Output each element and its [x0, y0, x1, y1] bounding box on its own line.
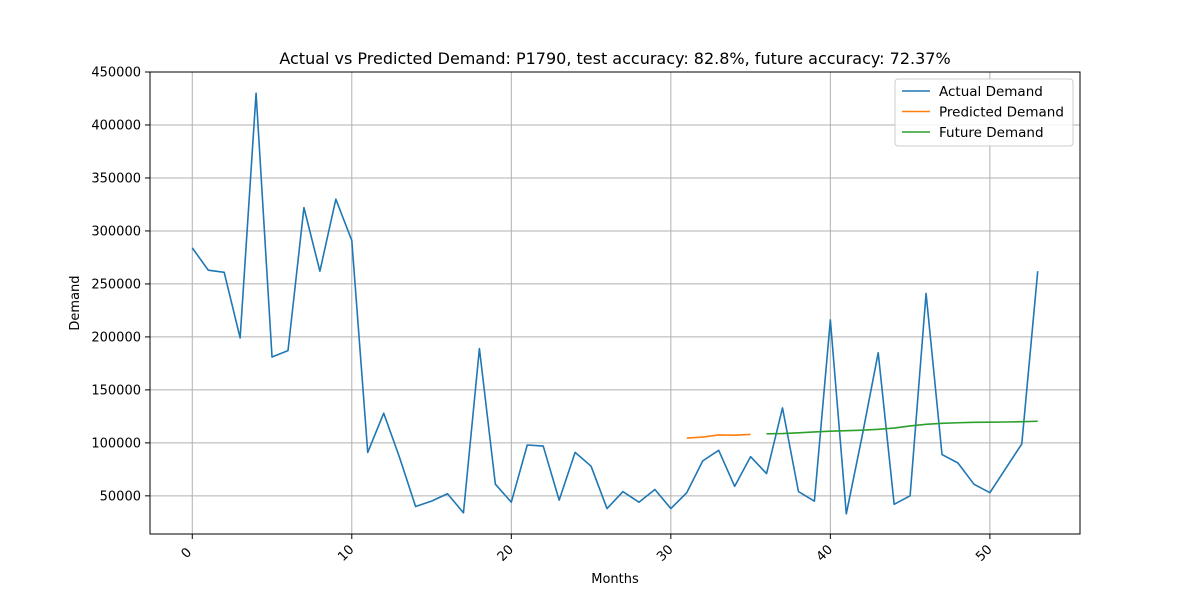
y-tick-label: 100000	[91, 436, 141, 451]
x-tick-label: 40	[814, 542, 836, 564]
legend-box	[894, 78, 1074, 147]
y-tick-label: 150000	[91, 383, 141, 398]
y-tick-label: 350000	[91, 171, 141, 186]
legend-label-future-demand: Future Demand	[939, 125, 1044, 141]
y-tick-label: 250000	[91, 277, 141, 292]
series-line-future-demand	[766, 420, 1038, 435]
x-axis-ticks: 0 10 20 30 40 50	[179, 534, 996, 565]
y-tick-label: 450000	[91, 66, 141, 81]
chart-title: Actual vs Predicted Demand: P1790, test …	[279, 49, 950, 68]
series-lines	[191, 92, 1039, 515]
legend: Actual Demand Predicted Demand Future Dema…	[894, 78, 1074, 147]
y-tick-label: 400000	[91, 118, 141, 133]
y-tick-label: 200000	[91, 330, 141, 345]
x-tick-label: 10	[335, 542, 357, 564]
x-axis-label: Months	[591, 572, 639, 587]
legend-label-actual-demand: Actual Demand	[939, 84, 1043, 100]
x-tick-label: 0	[179, 545, 195, 561]
series-line-actual-demand	[191, 92, 1039, 515]
plot-area-frame	[149, 71, 1081, 535]
legend-label-predicted-demand: Predicted Demand	[939, 105, 1064, 121]
x-tick-label: 20	[495, 542, 517, 564]
series-line-predicted-demand	[686, 433, 751, 439]
x-tick-label: 50	[973, 542, 995, 564]
x-tick-label: 30	[654, 542, 676, 564]
y-axis-ticks: 50000 100000 150000 200000 250000 300000 35000…	[91, 66, 150, 504]
y-tick-label: 300000	[91, 224, 141, 239]
y-axis-label: Demand	[68, 275, 83, 330]
y-tick-label: 50000	[100, 489, 141, 504]
